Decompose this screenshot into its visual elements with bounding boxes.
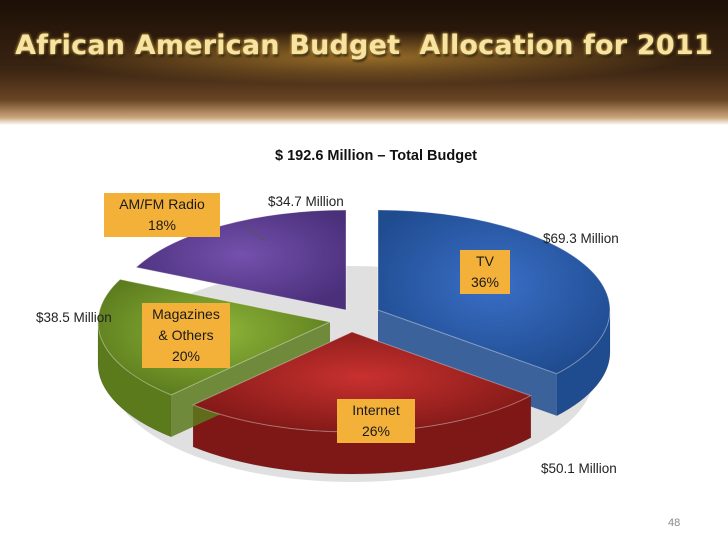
amount-label-magazines: $38.5 Million: [36, 310, 112, 325]
category-label-internet: Internet 26%: [337, 399, 415, 443]
amount-label-radio: $34.7 Million: [268, 194, 344, 209]
chart-subtitle: $ 192.6 Million – Total Budget: [275, 148, 477, 164]
radio-percent: 18%: [147, 217, 177, 233]
tv-percent: 36%: [470, 274, 500, 290]
category-label-magazines: Magazines & Others 20%: [142, 303, 230, 368]
amount-label-tv: $69.3 Million: [543, 231, 619, 246]
header-glow: [40, 30, 690, 85]
slide-header: [0, 0, 728, 125]
magazines-percent: 20%: [171, 348, 201, 364]
category-label-radio: AM/FM Radio 18%: [104, 193, 220, 237]
internet-name: Internet: [352, 402, 400, 418]
magazines-name: Magazines: [152, 306, 220, 322]
radio-leader-line: [243, 224, 267, 242]
tv-name: TV: [476, 253, 494, 269]
page-number: 48: [668, 517, 681, 529]
internet-percent: 26%: [361, 423, 391, 439]
amount-label-internet: $50.1 Million: [541, 461, 617, 476]
magazines-name-2: & Others: [158, 327, 214, 343]
category-label-tv: TV 36%: [460, 250, 510, 294]
radio-name: AM/FM Radio: [119, 196, 205, 212]
slide-title: African American Budget Allocation for 2…: [15, 30, 713, 61]
pie-slice-am-fm-radio: [135, 209, 347, 311]
